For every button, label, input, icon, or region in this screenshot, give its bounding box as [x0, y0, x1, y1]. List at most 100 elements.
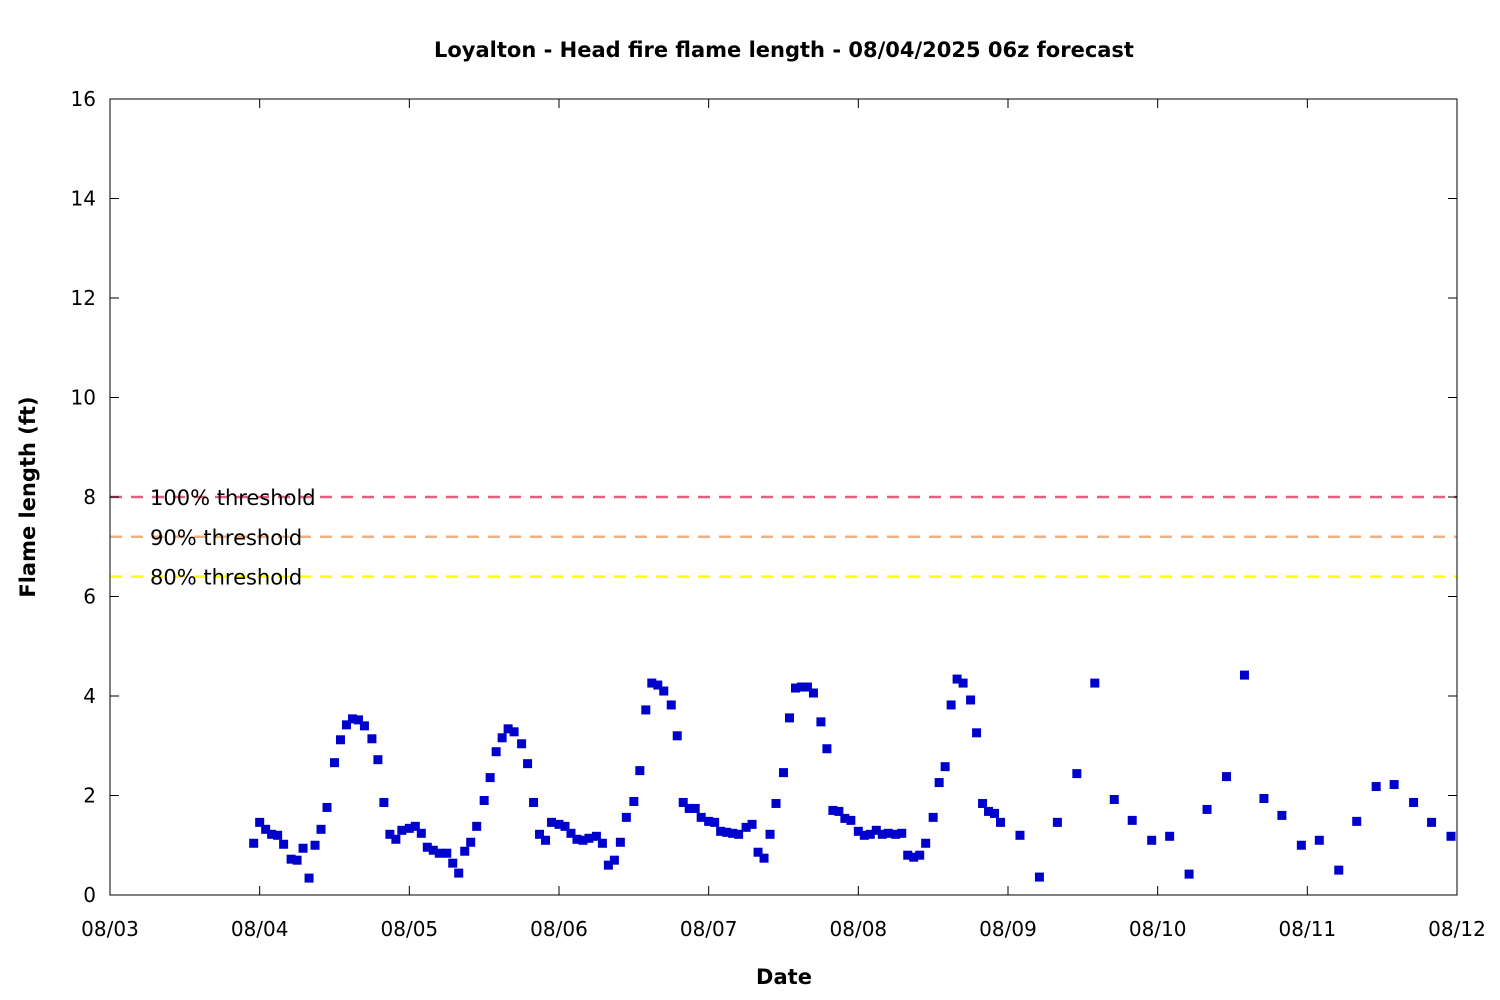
data-point	[779, 768, 788, 778]
data-point	[491, 747, 501, 757]
data-point	[1184, 869, 1194, 879]
data-point	[472, 821, 482, 831]
data-point	[416, 828, 426, 838]
data-point	[560, 821, 570, 831]
data-point	[255, 817, 265, 827]
data-point	[734, 829, 744, 839]
data-point	[1034, 872, 1044, 882]
data-point	[591, 831, 601, 841]
data-point	[696, 812, 706, 822]
data-point	[485, 773, 495, 783]
data-point	[966, 695, 976, 705]
data-point	[373, 755, 383, 765]
data-point	[741, 822, 751, 832]
data-point	[353, 715, 363, 725]
data-point	[523, 759, 533, 769]
x-tick-label: 08/03	[81, 917, 139, 941]
y-axis-title: Flame length (ft)	[16, 396, 40, 597]
data-point	[747, 819, 757, 829]
data-point	[448, 858, 458, 868]
data-point	[517, 739, 527, 749]
data-point	[341, 720, 351, 730]
data-point	[434, 848, 444, 858]
data-point	[391, 834, 401, 844]
y-tick-label: 14	[71, 187, 96, 211]
data-point	[1127, 815, 1137, 825]
data-point	[765, 829, 775, 839]
data-point	[672, 731, 682, 741]
data-point	[273, 830, 283, 840]
data-point	[335, 735, 345, 745]
data-point	[1090, 678, 1100, 688]
data-point	[934, 778, 944, 788]
data-point	[1222, 772, 1232, 782]
data-point	[304, 873, 314, 883]
data-point	[609, 855, 619, 865]
data-point	[759, 853, 769, 863]
axis-ticks: 0 2 4 6 8 10 12 14 16 08/03 08/04 08/05 08/06 08/07 08…	[71, 87, 1486, 941]
data-point	[497, 733, 507, 743]
x-tick-label: 08/05	[381, 917, 439, 941]
data-point	[1334, 865, 1344, 875]
data-point	[547, 817, 557, 827]
data-point	[460, 846, 470, 856]
data-point	[428, 845, 438, 855]
data-point	[816, 717, 826, 727]
data-point	[603, 860, 613, 870]
data-point	[509, 727, 519, 737]
data-point	[678, 797, 688, 807]
chart-title: Loyalton - Head fire flame length - 08/0…	[434, 38, 1134, 62]
x-axis-title: Date	[756, 965, 812, 989]
x-tick-label: 08/09	[979, 917, 1037, 941]
data-point	[822, 744, 832, 754]
data-point	[808, 688, 818, 698]
data-point	[541, 835, 551, 845]
data-point	[410, 821, 420, 831]
data-point	[1015, 830, 1025, 840]
data-point	[267, 829, 277, 839]
data-point	[1409, 797, 1419, 807]
data-point	[647, 678, 657, 688]
data-point	[996, 817, 1006, 827]
data-point	[454, 868, 464, 878]
threshold-lines: 100% threshold 90% threshold 80% threshold	[110, 486, 1457, 590]
data-point	[1427, 817, 1437, 827]
data-point	[790, 683, 800, 693]
x-tick-label: 08/06	[530, 917, 588, 941]
data-point	[684, 803, 694, 813]
data-point	[479, 795, 489, 805]
y-tick-label: 10	[71, 386, 96, 410]
y-tick-label: 16	[71, 87, 96, 111]
data-point	[840, 813, 850, 823]
data-point	[984, 806, 994, 816]
data-point	[728, 828, 738, 838]
x-tick-label: 08/04	[231, 917, 289, 941]
threshold-label: 90% threshold	[150, 526, 302, 550]
data-point	[442, 848, 452, 858]
data-point	[990, 808, 1000, 818]
data-point	[659, 686, 669, 696]
data-point	[249, 838, 259, 848]
data-point	[286, 854, 296, 864]
data-point	[915, 850, 925, 860]
data-point	[359, 721, 369, 731]
data-point	[578, 835, 588, 845]
data-point	[310, 840, 320, 850]
data-point	[584, 833, 594, 843]
data-points	[249, 670, 1456, 883]
data-point	[535, 829, 545, 839]
data-point	[1239, 670, 1249, 680]
data-point	[903, 850, 913, 860]
data-point	[641, 705, 651, 715]
data-point	[316, 824, 326, 834]
threshold-label: 100% threshold	[150, 486, 316, 510]
data-point	[1052, 817, 1062, 827]
data-point	[529, 797, 539, 807]
data-point	[1446, 831, 1456, 841]
data-point	[784, 713, 794, 723]
data-point	[1259, 793, 1269, 803]
data-point	[928, 812, 938, 822]
data-point	[629, 796, 639, 806]
data-point	[921, 838, 931, 848]
x-tick-label: 08/08	[830, 917, 888, 941]
